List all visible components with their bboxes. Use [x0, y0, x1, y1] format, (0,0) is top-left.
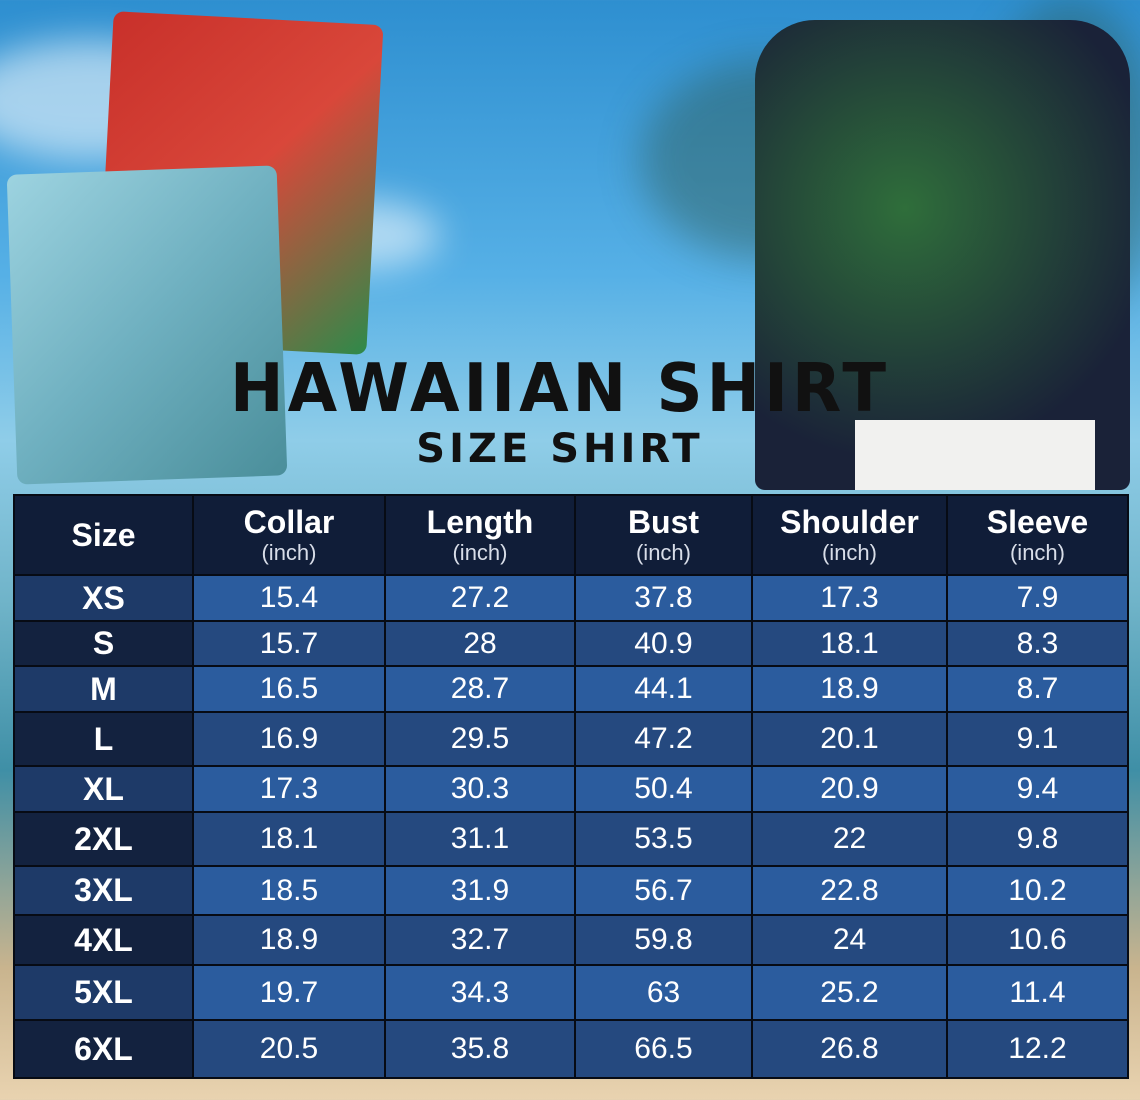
column-unit: (inch): [821, 540, 877, 565]
value-cell: 34.3: [384, 964, 576, 1021]
value-cell: 20.1: [751, 711, 948, 767]
size-cell: M: [13, 665, 194, 713]
table-row: 5XL 19.7 34.3 63 25.2 11.4: [13, 964, 1129, 1021]
value-cell: 16.5: [192, 665, 386, 713]
value-cell: 11.4: [946, 964, 1129, 1021]
value-cell: 40.9: [574, 620, 753, 667]
table-row: 4XL 18.9 32.7 59.8 24 10.6: [13, 914, 1129, 966]
value-cell: 9.4: [946, 765, 1129, 813]
table-row: M 16.5 28.7 44.1 18.9 8.7: [13, 665, 1129, 713]
value-cell: 18.9: [751, 665, 948, 713]
size-chart-table: Size Collar (inch) Length (inch) Bust (inch) Sh…: [13, 494, 1129, 1079]
value-cell: 27.2: [384, 574, 576, 622]
column-label: Shoulder: [780, 504, 919, 540]
value-cell: 17.3: [751, 574, 948, 622]
table-row: 2XL 18.1 31.1 53.5 22 9.8: [13, 811, 1129, 867]
value-cell: 18.1: [192, 811, 386, 867]
value-cell: 28.7: [384, 665, 576, 713]
table-row: 3XL 18.5 31.9 56.7 22.8 10.2: [13, 865, 1129, 916]
column-header-bust: Bust (inch): [574, 494, 753, 576]
value-cell: 15.4: [192, 574, 386, 622]
size-cell: S: [13, 620, 194, 667]
value-cell: 63: [574, 964, 753, 1021]
value-cell: 47.2: [574, 711, 753, 767]
value-cell: 18.9: [192, 914, 386, 966]
value-cell: 59.8: [574, 914, 753, 966]
value-cell: 53.5: [574, 811, 753, 867]
column-header-shoulder: Shoulder (inch): [751, 494, 948, 576]
value-cell: 44.1: [574, 665, 753, 713]
column-label: Collar: [243, 504, 335, 540]
value-cell: 18.1: [751, 620, 948, 667]
value-cell: 20.5: [192, 1019, 386, 1079]
table-row: XS 15.4 27.2 37.8 17.3 7.9: [13, 574, 1129, 622]
value-cell: 22.8: [751, 865, 948, 916]
table-row: S 15.7 28 40.9 18.1 8.3: [13, 620, 1129, 667]
size-cell: 4XL: [13, 914, 194, 966]
column-header-size: Size: [13, 494, 194, 576]
value-cell: 28: [384, 620, 576, 667]
column-header-sleeve: Sleeve (inch): [946, 494, 1129, 576]
model-flamingo-shirt-image: [755, 20, 1130, 490]
value-cell: 8.3: [946, 620, 1129, 667]
value-cell: 19.7: [192, 964, 386, 1021]
value-cell: 56.7: [574, 865, 753, 916]
value-cell: 29.5: [384, 711, 576, 767]
value-cell: 31.9: [384, 865, 576, 916]
white-pants: [855, 420, 1095, 490]
value-cell: 10.2: [946, 865, 1129, 916]
value-cell: 32.7: [384, 914, 576, 966]
page-subtitle: SIZE SHIRT: [416, 426, 704, 472]
value-cell: 10.6: [946, 914, 1129, 966]
size-cell: 6XL: [13, 1019, 194, 1079]
size-cell: 5XL: [13, 964, 194, 1021]
column-label: Length: [426, 504, 534, 540]
value-cell: 22: [751, 811, 948, 867]
size-cell: 2XL: [13, 811, 194, 867]
page-title: HAWAIIAN SHIRT: [230, 350, 890, 428]
table-row: XL 17.3 30.3 50.4 20.9 9.4: [13, 765, 1129, 813]
column-unit: (inch): [261, 540, 317, 565]
column-label: Size: [71, 517, 136, 553]
value-cell: 16.9: [192, 711, 386, 767]
column-label: Sleeve: [986, 504, 1089, 540]
value-cell: 9.8: [946, 811, 1129, 867]
value-cell: 30.3: [384, 765, 576, 813]
column-label: Bust: [627, 504, 700, 540]
value-cell: 35.8: [384, 1019, 576, 1079]
value-cell: 17.3: [192, 765, 386, 813]
size-cell: L: [13, 711, 194, 767]
value-cell: 7.9: [946, 574, 1129, 622]
value-cell: 20.9: [751, 765, 948, 813]
value-cell: 24: [751, 914, 948, 966]
value-cell: 26.8: [751, 1019, 948, 1079]
value-cell: 9.1: [946, 711, 1129, 767]
value-cell: 18.5: [192, 865, 386, 916]
size-cell: XL: [13, 765, 194, 813]
value-cell: 12.2: [946, 1019, 1129, 1079]
column-header-length: Length (inch): [384, 494, 576, 576]
column-unit: (inch): [635, 540, 691, 565]
column-unit: (inch): [1009, 540, 1065, 565]
value-cell: 66.5: [574, 1019, 753, 1079]
value-cell: 31.1: [384, 811, 576, 867]
size-cell: XS: [13, 574, 194, 622]
size-cell: 3XL: [13, 865, 194, 916]
value-cell: 25.2: [751, 964, 948, 1021]
column-unit: (inch): [452, 540, 508, 565]
value-cell: 8.7: [946, 665, 1129, 713]
value-cell: 50.4: [574, 765, 753, 813]
column-header-collar: Collar (inch): [192, 494, 386, 576]
table-row: L 16.9 29.5 47.2 20.1 9.1: [13, 711, 1129, 767]
value-cell: 37.8: [574, 574, 753, 622]
header-row: Size Collar (inch) Length (inch) Bust (inch) Sh…: [13, 494, 1129, 576]
table-row: 6XL 20.5 35.8 66.5 26.8 12.2: [13, 1019, 1129, 1079]
value-cell: 15.7: [192, 620, 386, 667]
